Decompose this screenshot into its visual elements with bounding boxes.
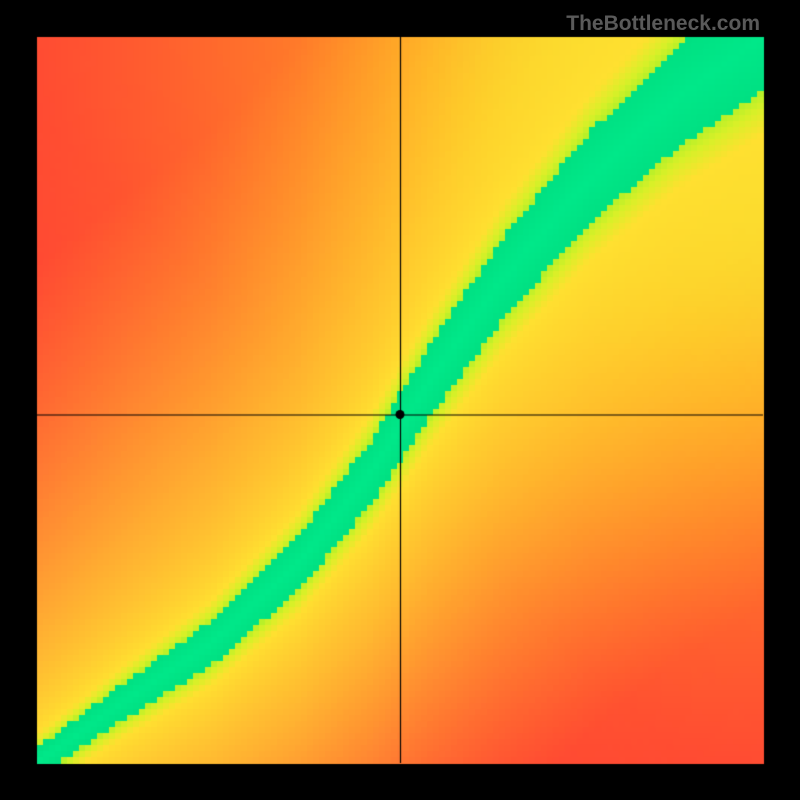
chart-container: TheBottleneck.com xyxy=(0,0,800,800)
bottleneck-heatmap-canvas xyxy=(0,0,800,800)
watermark-text: TheBottleneck.com xyxy=(566,12,760,36)
